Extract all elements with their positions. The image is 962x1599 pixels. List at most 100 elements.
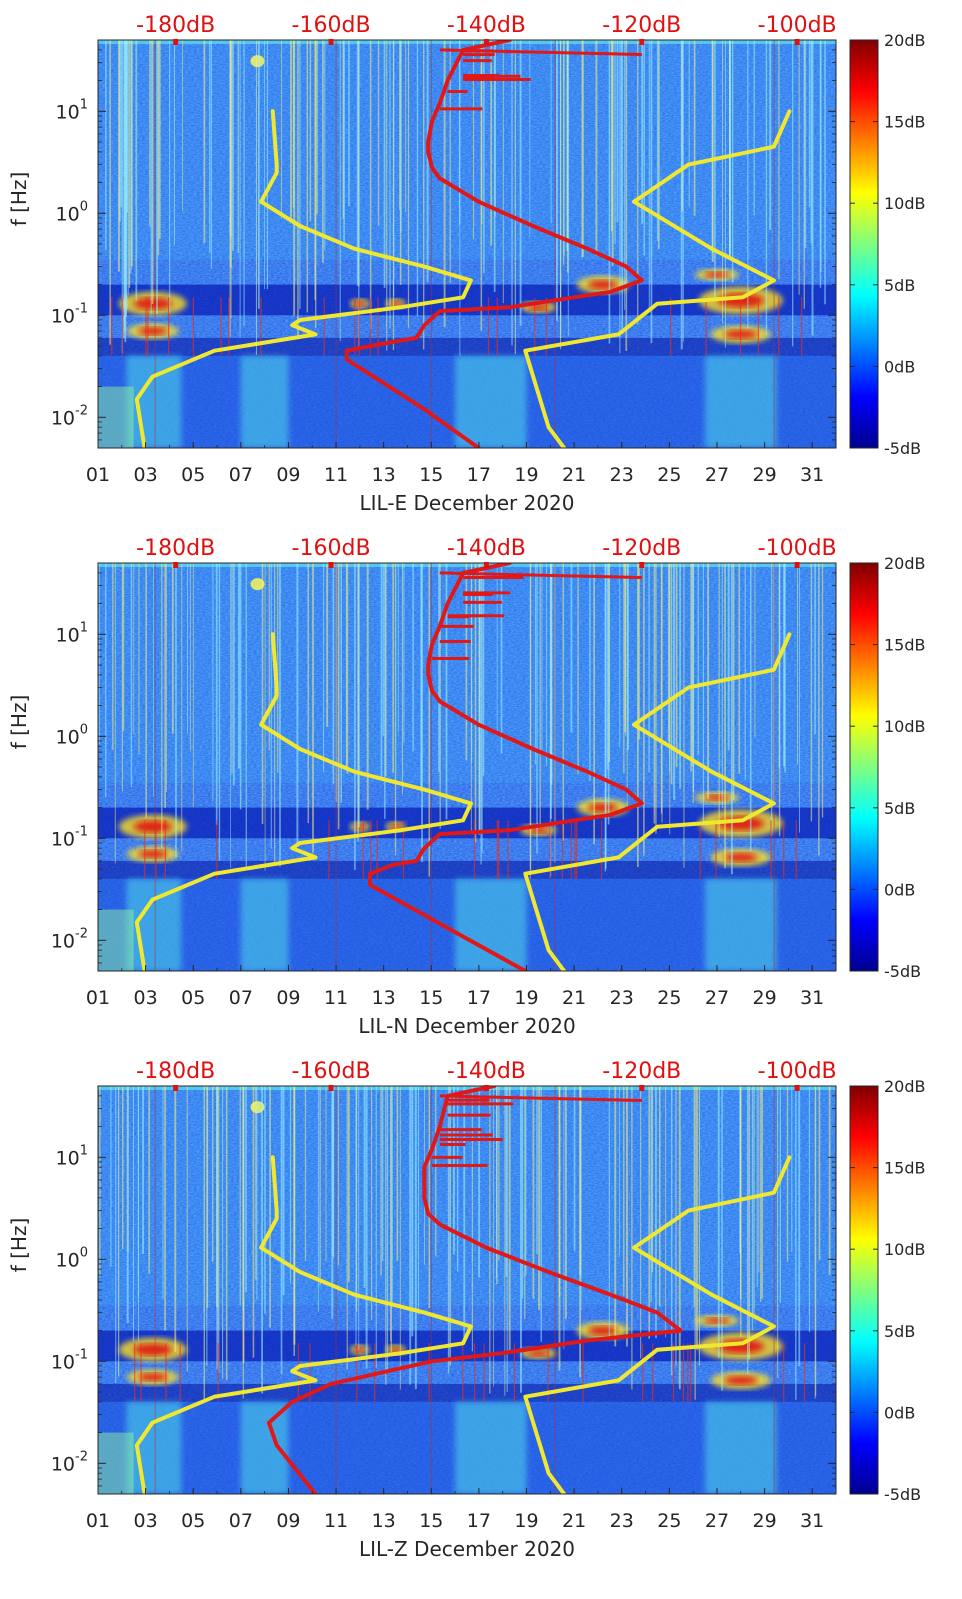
x-tick-label: 13	[372, 1510, 396, 1532]
series-line-3	[367, 563, 644, 971]
colorbar-tick-label: 0dB	[884, 1403, 915, 1422]
spectral-peak-spike	[439, 571, 642, 580]
spectral-peak-spike	[439, 48, 642, 57]
x-tick-label: 29	[752, 1510, 776, 1532]
x-tick-label: 01	[86, 987, 110, 1009]
series-line-1	[134, 1155, 473, 1494]
x-tick-label: 15	[419, 1510, 443, 1532]
x-tick-label: 23	[610, 987, 634, 1009]
x-tick-label: 31	[800, 464, 824, 486]
y-tick-label: 10-1	[51, 301, 88, 327]
colorbar-tick-label: 10dB	[884, 194, 926, 213]
top-db-tick-label: -180dB	[136, 13, 215, 38]
colorbar-tick-label: 10dB	[884, 717, 926, 736]
y-tick-label: 101	[56, 620, 88, 646]
x-tick-label: 03	[134, 464, 158, 486]
x-tick-label: 19	[514, 987, 538, 1009]
x-tick-label: 25	[657, 464, 681, 486]
series-line-2	[523, 1155, 792, 1494]
colorbar: 20dB 15dB 10dB 5dB 0dB -5dB	[849, 31, 926, 458]
x-tick-label: 21	[562, 464, 586, 486]
x-tick-label: 03	[134, 987, 158, 1009]
colorbar-tick-label: 0dB	[884, 357, 915, 376]
y-tick-label: 10-2	[51, 926, 88, 952]
colorbar-tick-label: 20dB	[884, 1077, 926, 1096]
x-tick-label: 07	[229, 464, 253, 486]
colorbar-tick-label: 5dB	[884, 276, 915, 295]
y-tick-label: 10-2	[51, 1449, 88, 1475]
top-db-tick-label: -180dB	[136, 1059, 215, 1084]
y-tick-label: 10-1	[51, 824, 88, 850]
top-db-tick-label: -120dB	[602, 13, 681, 38]
x-tick-label: 03	[134, 1510, 158, 1532]
series-line-2	[523, 632, 792, 971]
series-line-3	[266, 1086, 683, 1494]
x-tick-label: 09	[276, 1510, 300, 1532]
series-line-3	[344, 40, 644, 448]
panel-3: 01 03 05 07 09 11 13 15 17 19 21 23 25 27 29 31 LIL-Z De…	[7, 1059, 926, 1561]
y-tick-label: 100	[56, 199, 88, 225]
colorbar-tick-label: 15dB	[884, 636, 926, 655]
colorbar-tick-label: 5dB	[884, 1322, 915, 1341]
y-tick-label: 101	[56, 1143, 88, 1169]
x-tick-label: 27	[705, 1510, 729, 1532]
colorbar-tick-label: 10dB	[884, 1240, 926, 1259]
y-axis-label: f [Hz]	[7, 172, 31, 227]
series-line-1	[134, 632, 473, 971]
spectrogram	[98, 40, 836, 448]
x-tick-label: 11	[324, 1510, 348, 1532]
x-tick-label: 13	[372, 464, 396, 486]
x-tick-label: 19	[514, 464, 538, 486]
top-db-tick-label: -160dB	[292, 1059, 371, 1084]
colorbar: 20dB 15dB 10dB 5dB 0dB -5dB	[849, 554, 926, 981]
x-tick-label: 07	[229, 987, 253, 1009]
x-tick-label: 17	[467, 1510, 491, 1532]
x-tick-label: 31	[800, 1510, 824, 1532]
colorbar-tick-label: 15dB	[884, 113, 926, 132]
x-tick-label: 15	[419, 987, 443, 1009]
x-tick-label: 01	[86, 464, 110, 486]
colorbar-tick-label: 20dB	[884, 31, 926, 50]
x-tick-label: 23	[610, 1510, 634, 1532]
colorbar: 20dB 15dB 10dB 5dB 0dB -5dB	[849, 1077, 926, 1504]
x-tick-label: 09	[276, 464, 300, 486]
x-tick-label: 05	[181, 1510, 205, 1532]
series-line-2	[523, 109, 792, 448]
top-db-tick-label: -180dB	[136, 536, 215, 561]
top-db-tick-label: -120dB	[602, 1059, 681, 1084]
top-db-tick-label: -140dB	[447, 13, 526, 38]
x-tick-label: 23	[610, 464, 634, 486]
spectrogram	[98, 563, 836, 971]
spectrogram	[98, 1086, 836, 1494]
x-tick-label: 11	[324, 987, 348, 1009]
x-tick-label: 29	[752, 987, 776, 1009]
top-db-tick-label: -140dB	[447, 1059, 526, 1084]
x-tick-label: 11	[324, 464, 348, 486]
x-tick-label: 17	[467, 464, 491, 486]
x-tick-label: 29	[752, 464, 776, 486]
y-tick-label: 101	[56, 97, 88, 123]
spectral-peak-spike	[439, 1094, 642, 1103]
top-db-tick-label: -160dB	[292, 13, 371, 38]
x-tick-label: 27	[705, 464, 729, 486]
x-axis-label: LIL-N December 2020	[358, 1014, 575, 1038]
x-axis-label: LIL-Z December 2020	[359, 1537, 575, 1561]
panel-1: 01 03 05 07 09 11 13 15 17 19 21 23 25 27 29 31 LIL-E De…	[7, 13, 926, 515]
y-tick-label: 100	[56, 722, 88, 748]
y-tick-label: 10-1	[51, 1347, 88, 1373]
x-tick-label: 09	[276, 987, 300, 1009]
y-axis-label: f [Hz]	[7, 695, 31, 750]
top-db-tick-label: -120dB	[602, 536, 681, 561]
top-db-tick-label: -100dB	[758, 1059, 837, 1084]
x-tick-label: 31	[800, 987, 824, 1009]
x-tick-label: 15	[419, 464, 443, 486]
x-tick-label: 19	[514, 1510, 538, 1532]
colorbar-tick-label: 15dB	[884, 1159, 926, 1178]
colorbar-tick-label: -5dB	[884, 1485, 921, 1504]
panel-2: 01 03 05 07 09 11 13 15 17 19 21 23 25 27 29 31 LIL-N De…	[7, 536, 926, 1038]
x-tick-label: 21	[562, 1510, 586, 1532]
series-line-1	[134, 109, 473, 448]
x-tick-label: 05	[181, 987, 205, 1009]
colorbar-tick-label: 5dB	[884, 799, 915, 818]
